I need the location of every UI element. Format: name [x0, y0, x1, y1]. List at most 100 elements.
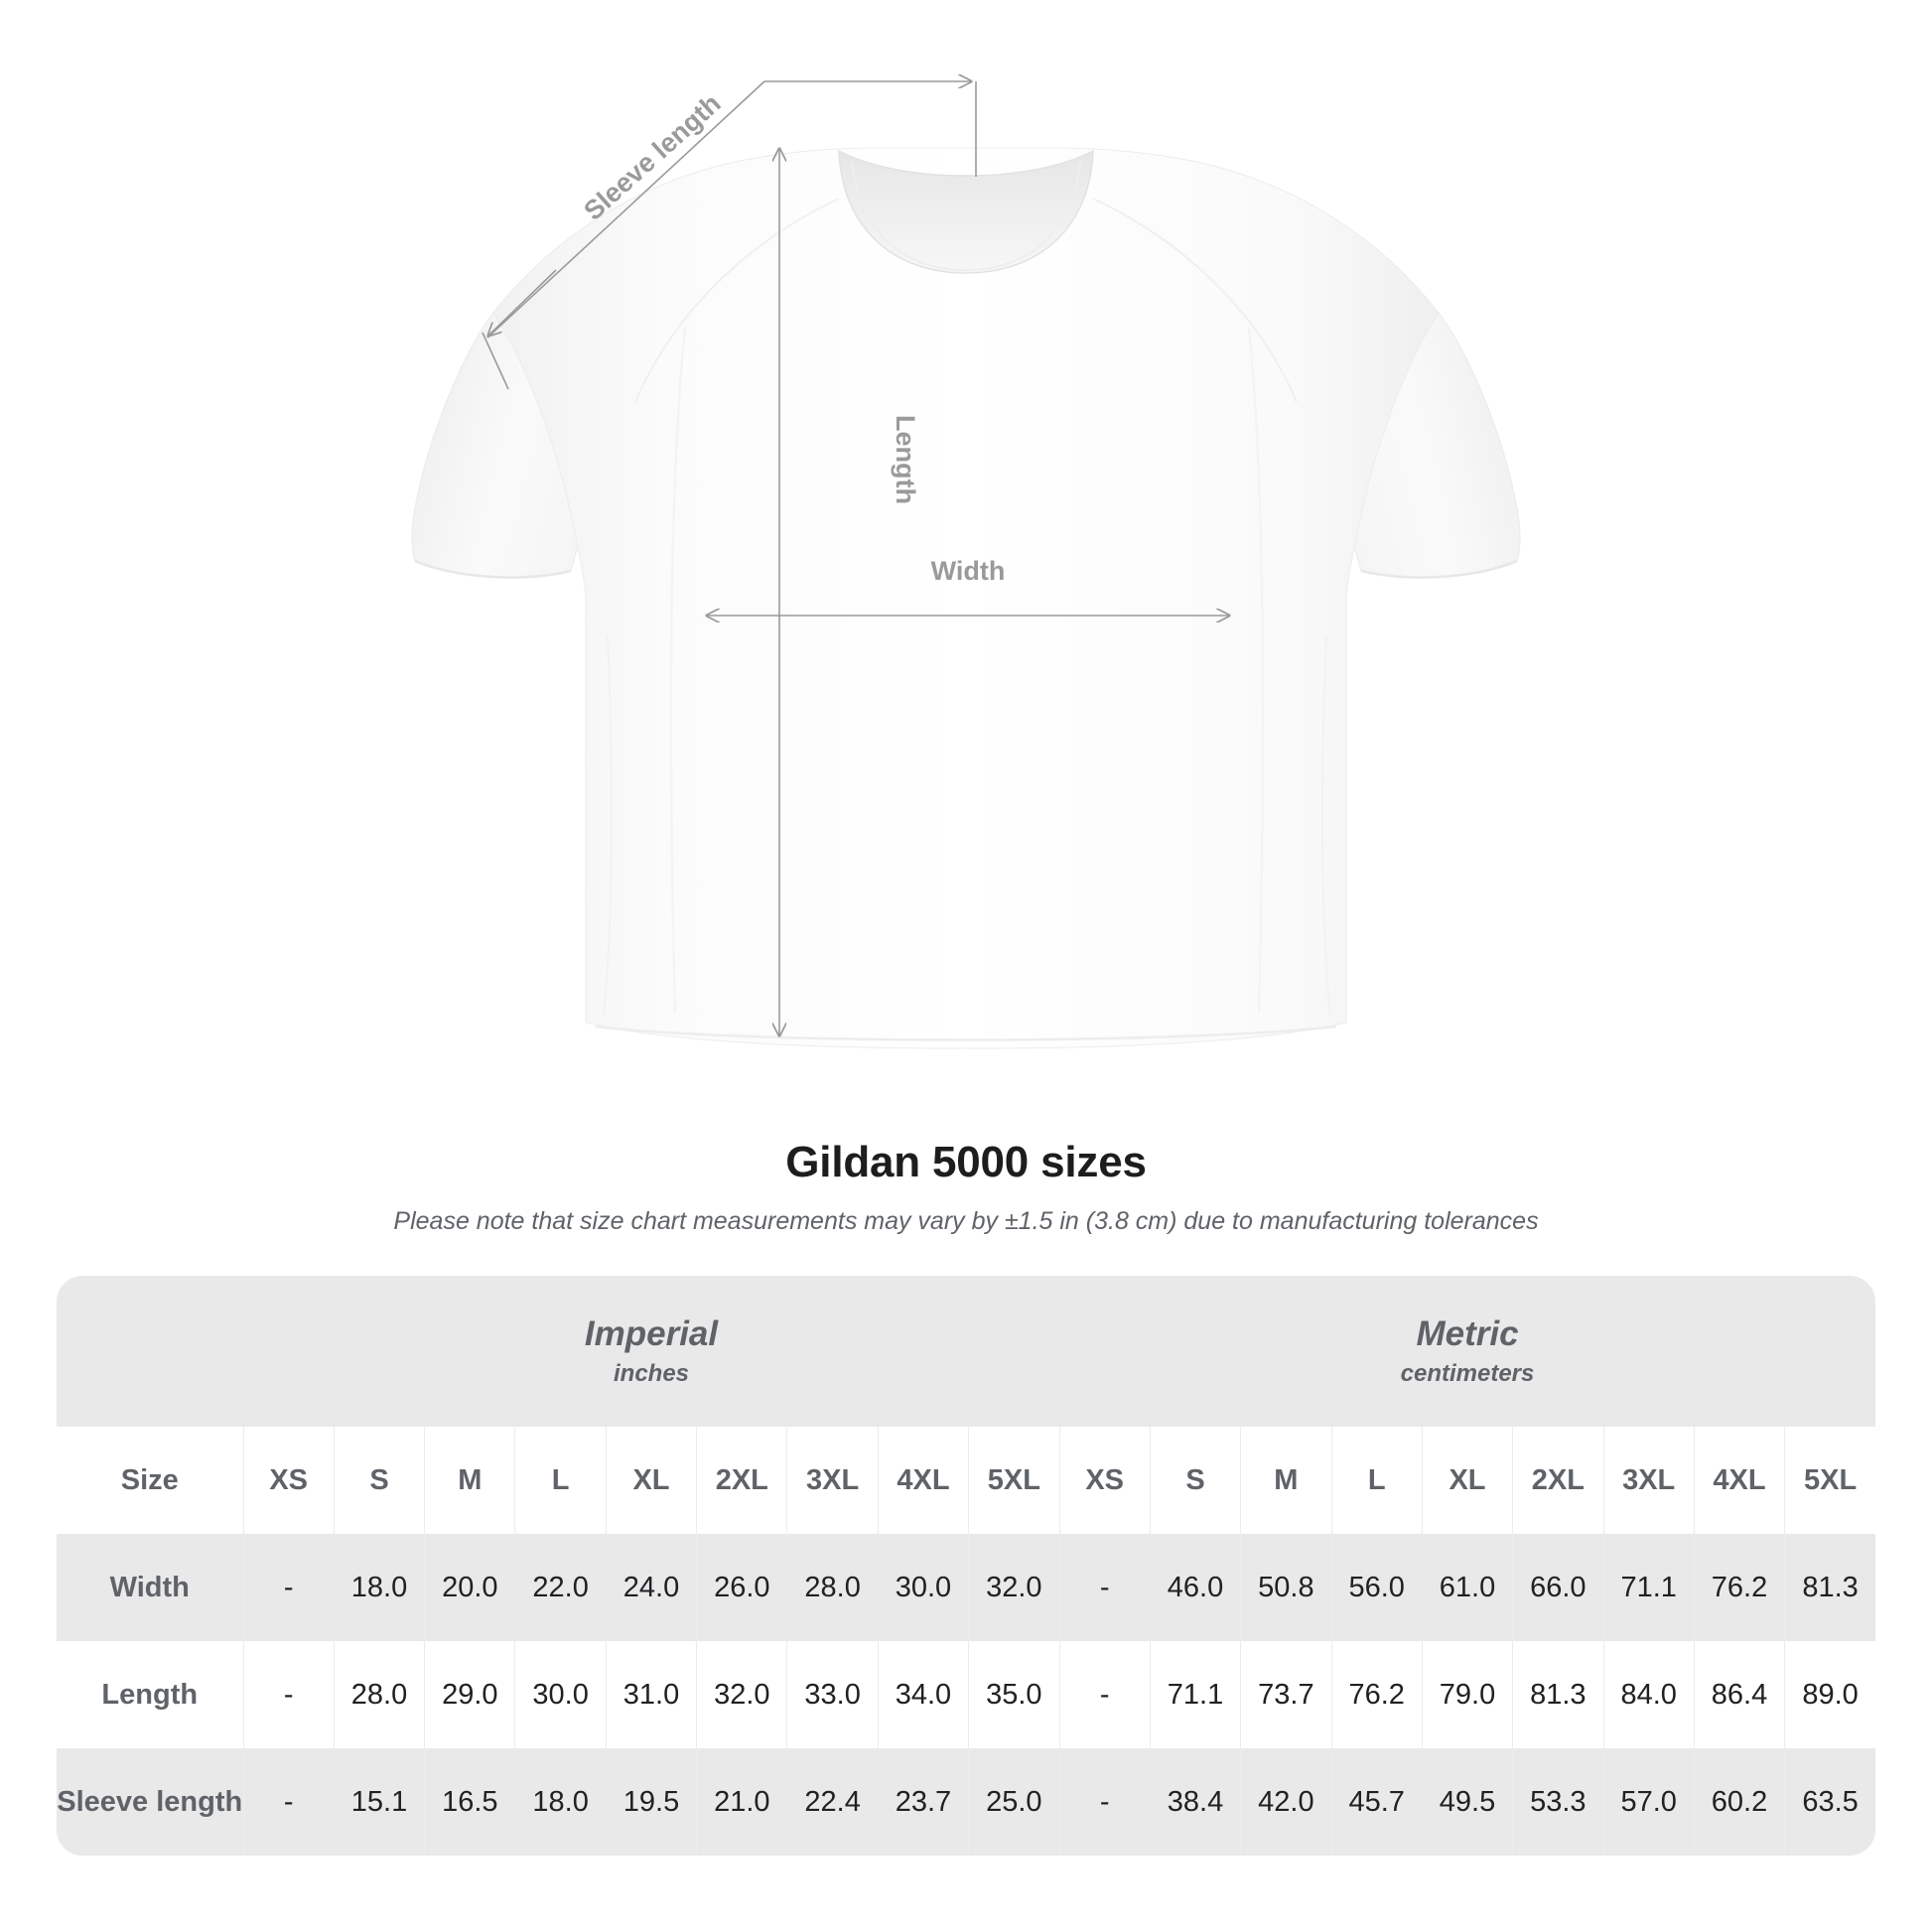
cell-r2-c14: 53.3 — [1512, 1748, 1603, 1856]
column-header-3xl-6: 3XL — [786, 1427, 879, 1534]
column-header-3xl-15: 3XL — [1602, 1427, 1695, 1534]
cell-r1-c5: 32.0 — [696, 1641, 787, 1748]
cell-r1-c8: 35.0 — [968, 1641, 1060, 1748]
cell-r2-c6: 22.4 — [786, 1748, 879, 1856]
cell-r2-c10: 38.4 — [1149, 1748, 1241, 1856]
column-header-4xl-7: 4XL — [877, 1427, 969, 1534]
column-header-2xl-14: 2XL — [1512, 1427, 1603, 1534]
row-header-length: Length — [57, 1641, 243, 1748]
tshirt-diagram: Sleeve length Length Width — [411, 0, 1521, 1049]
column-header-xl-13: XL — [1421, 1427, 1513, 1534]
size-table: Imperial inches Metric centimeters Size … — [57, 1276, 1875, 1856]
column-header-xs-0: XS — [242, 1427, 335, 1534]
cell-r1-c17: 89.0 — [1784, 1641, 1875, 1748]
unit-sub-metric: centimeters — [1400, 1360, 1535, 1388]
length-label: Length — [891, 415, 920, 504]
cell-r0-c11: 50.8 — [1240, 1534, 1332, 1641]
row-header-sleeve-length: Sleeve length — [57, 1748, 243, 1856]
cell-r2-c0: - — [242, 1748, 335, 1856]
cell-r2-c17: 63.5 — [1784, 1748, 1875, 1856]
cell-r1-c1: 28.0 — [333, 1641, 425, 1748]
cell-r2-c16: 60.2 — [1693, 1748, 1785, 1856]
cell-r0-c7: 30.0 — [877, 1534, 969, 1641]
column-header-2xl-5: 2XL — [696, 1427, 787, 1534]
cell-r2-c13: 49.5 — [1421, 1748, 1513, 1856]
length-dimension: Length — [779, 149, 920, 1035]
cell-r1-c13: 79.0 — [1421, 1641, 1513, 1748]
cell-r0-c1: 18.0 — [333, 1534, 425, 1641]
tshirt-graphic — [411, 147, 1521, 1049]
cell-r1-c12: 76.2 — [1330, 1641, 1423, 1748]
column-header-xs-9: XS — [1058, 1427, 1151, 1534]
chart-heading: Gildan 5000 sizes Please note that size … — [0, 1137, 1932, 1236]
row-header-width: Width — [57, 1534, 243, 1641]
cell-r2-c15: 57.0 — [1602, 1748, 1695, 1856]
cell-r0-c9: - — [1058, 1534, 1151, 1641]
cell-r0-c14: 66.0 — [1512, 1534, 1603, 1641]
cell-r2-c5: 21.0 — [696, 1748, 787, 1856]
unit-header-row: Imperial inches Metric centimeters — [57, 1276, 1875, 1427]
cell-r0-c16: 76.2 — [1693, 1534, 1785, 1641]
column-header-xl-4: XL — [605, 1427, 697, 1534]
cell-r1-c0: - — [242, 1641, 335, 1748]
cell-r0-c6: 28.0 — [786, 1534, 879, 1641]
size-table-body: Width -18.0 20.0 22.0 24.0 26.0 28.0 30.0 32.0-4… — [57, 1534, 1875, 1856]
cell-r0-c5: 26.0 — [696, 1534, 787, 1641]
cell-r1-c4: 31.0 — [605, 1641, 697, 1748]
page-title: Gildan 5000 sizes — [785, 1138, 1147, 1186]
column-header-l-12: L — [1330, 1427, 1423, 1534]
column-header-s-1: S — [333, 1427, 425, 1534]
cell-r2-c12: 45.7 — [1330, 1748, 1423, 1856]
cell-r2-c4: 19.5 — [605, 1748, 697, 1856]
cell-r0-c2: 20.0 — [424, 1534, 515, 1641]
tolerance-note: Please note that size chart measurements… — [393, 1206, 1539, 1235]
table-row: Width -18.0 20.0 22.0 24.0 26.0 28.0 30.0 32.0-4… — [57, 1534, 1875, 1641]
column-header-size: Size — [57, 1427, 243, 1534]
cell-r1-c3: 30.0 — [514, 1641, 607, 1748]
column-header-4xl-16: 4XL — [1693, 1427, 1785, 1534]
cell-r1-c16: 86.4 — [1693, 1641, 1785, 1748]
cell-r2-c9: - — [1058, 1748, 1151, 1856]
cell-r0-c12: 56.0 — [1330, 1534, 1423, 1641]
cell-r1-c14: 81.3 — [1512, 1641, 1603, 1748]
unit-row-spacer — [57, 1276, 243, 1427]
cell-r0-c8: 32.0 — [968, 1534, 1060, 1641]
unit-header-metric: Metric centimeters — [1059, 1276, 1875, 1427]
cell-r1-c15: 84.0 — [1602, 1641, 1695, 1748]
size-header-row: Size XS S M L XL 2XL 3XL 4XL 5XL XS S M L XL 2XL 3XL 4XL… — [57, 1427, 1875, 1534]
column-header-l-3: L — [514, 1427, 607, 1534]
cell-r0-c17: 81.3 — [1784, 1534, 1875, 1641]
unit-sub-imperial: inches — [614, 1360, 690, 1388]
unit-header-imperial: Imperial inches — [243, 1276, 1060, 1427]
table-row: Sleeve length -15.1 16.5 18.0 19.5 21.0 22.4 23… — [57, 1748, 1875, 1856]
cell-r0-c13: 61.0 — [1421, 1534, 1513, 1641]
size-table-container: Imperial inches Metric centimeters Size … — [57, 1276, 1875, 1856]
cell-r0-c10: 46.0 — [1149, 1534, 1241, 1641]
unit-name-imperial: Imperial — [584, 1313, 719, 1353]
cell-r0-c15: 71.1 — [1602, 1534, 1695, 1641]
cell-r1-c6: 33.0 — [786, 1641, 879, 1748]
cell-r1-c9: - — [1058, 1641, 1151, 1748]
column-header-5xl-8: 5XL — [968, 1427, 1060, 1534]
cell-r2-c2: 16.5 — [424, 1748, 515, 1856]
cell-r2-c8: 25.0 — [968, 1748, 1060, 1856]
cell-r2-c3: 18.0 — [514, 1748, 607, 1856]
width-label: Width — [931, 556, 1006, 586]
cell-r2-c1: 15.1 — [333, 1748, 425, 1856]
cell-r1-c10: 71.1 — [1149, 1641, 1241, 1748]
cell-r2-c11: 42.0 — [1240, 1748, 1332, 1856]
cell-r1-c11: 73.7 — [1240, 1641, 1332, 1748]
cell-r0-c4: 24.0 — [605, 1534, 697, 1641]
cell-r0-c3: 22.0 — [514, 1534, 607, 1641]
cell-r1-c2: 29.0 — [424, 1641, 515, 1748]
table-row: Length -28.0 29.0 30.0 31.0 32.0 33.0 34.0 35.0-… — [57, 1641, 1875, 1748]
cell-r0-c0: - — [242, 1534, 335, 1641]
unit-name-metric: Metric — [1416, 1313, 1519, 1353]
column-header-m-11: M — [1240, 1427, 1332, 1534]
width-dimension: Width — [707, 556, 1229, 616]
cell-r1-c7: 34.0 — [877, 1641, 969, 1748]
column-header-5xl-17: 5XL — [1784, 1427, 1875, 1534]
cell-r2-c7: 23.7 — [877, 1748, 969, 1856]
column-header-m-2: M — [424, 1427, 515, 1534]
